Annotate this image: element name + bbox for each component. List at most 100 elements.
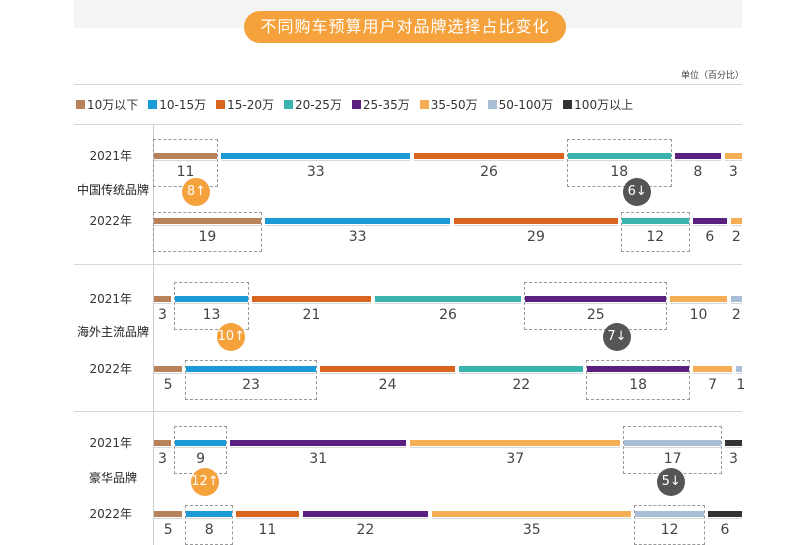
bar-segment: [693, 218, 727, 224]
bar-segment: [567, 153, 671, 159]
data-label: 1: [736, 377, 746, 393]
data-label: 13: [202, 307, 221, 323]
bar-segment: [230, 440, 407, 446]
data-label: 3: [729, 451, 738, 467]
bar-segment: [174, 296, 249, 302]
bar-segment: [302, 511, 429, 517]
data-label: 11: [176, 164, 195, 180]
data-label: 18: [629, 377, 648, 393]
bar-segment: [621, 218, 689, 224]
bar-segment: [154, 440, 172, 446]
highlight-box: [586, 360, 690, 400]
highlight-box: [524, 282, 668, 330]
bar-segment: [374, 296, 522, 302]
bar-baseline: [692, 373, 733, 374]
y-axis-line: [153, 124, 154, 545]
highlight-box: [185, 505, 234, 545]
legend-label: 15-20万: [227, 98, 275, 112]
legend-item: 100万以上: [563, 96, 633, 113]
highlight-box: [620, 212, 690, 252]
bar-baseline: [154, 303, 171, 304]
data-label: 3: [157, 307, 167, 323]
bar-baseline: [264, 225, 451, 226]
legend-swatch: [487, 100, 497, 109]
legend-item: 50-100万: [487, 96, 554, 113]
bar-segment: [692, 366, 733, 372]
data-label: 33: [306, 164, 325, 180]
bar-baseline: [186, 373, 316, 374]
data-label: 3: [728, 164, 738, 180]
bar-segment: [674, 153, 721, 159]
legend-swatch: [351, 100, 361, 109]
bar-baseline: [154, 447, 172, 448]
bar-baseline: [587, 373, 689, 374]
data-label: 3: [158, 451, 167, 467]
increase-badge: 8↑: [182, 177, 211, 206]
bar-baseline: [730, 303, 742, 304]
data-label: 37: [506, 451, 525, 467]
bar-segment: [670, 296, 727, 302]
bar-segment: [635, 511, 704, 517]
bar-baseline: [221, 160, 411, 161]
data-label: 2: [731, 229, 741, 245]
bar-baseline: [154, 225, 261, 226]
bar-baseline: [302, 518, 429, 519]
bar-baseline: [525, 303, 667, 304]
data-label: 21: [302, 307, 321, 323]
data-label: 10: [689, 307, 708, 323]
bar-baseline: [414, 160, 564, 161]
decrease-badge: 5↓: [657, 467, 686, 496]
bar-segment: [454, 218, 618, 224]
bar-baseline: [707, 518, 742, 519]
bar-baseline: [319, 373, 456, 374]
bar-segment: [186, 511, 233, 517]
legend-item: 15-20万: [216, 96, 274, 113]
year-label: 2021年: [89, 149, 132, 163]
bar-baseline: [621, 225, 689, 226]
data-label: 29: [527, 229, 545, 245]
bar-baseline: [635, 518, 704, 519]
bar-segment: [252, 296, 371, 302]
highlight-box: [566, 139, 672, 187]
data-label: 35: [522, 522, 541, 538]
bar-baseline: [674, 160, 721, 161]
divider-group-1: [74, 264, 742, 265]
year-label: 2022年: [89, 362, 132, 376]
legend-item: 25-35万: [351, 96, 410, 113]
bar-baseline: [730, 225, 742, 226]
legend: 10万以下 10-15万 15-20万 20-25万 25-35万 35-50万 50-10…: [76, 96, 643, 113]
data-label: 8: [693, 164, 703, 180]
bar-segment: [587, 366, 689, 372]
bar-baseline: [230, 447, 407, 448]
highlight-box: [623, 426, 722, 474]
bar-baseline: [154, 518, 183, 519]
bar-baseline: [624, 447, 721, 448]
bar-baseline: [410, 447, 621, 448]
highlight-box: [185, 360, 317, 400]
bar-baseline: [374, 303, 522, 304]
bar-baseline: [693, 225, 727, 226]
data-label: 8: [204, 522, 214, 538]
legend-item: 35-50万: [419, 96, 478, 113]
data-label: 12: [660, 522, 679, 538]
bar-segment: [154, 153, 218, 159]
data-label: 11: [258, 522, 277, 538]
bar-baseline: [154, 160, 218, 161]
legend-label: 25-35万: [362, 98, 410, 112]
legend-swatch: [419, 100, 429, 109]
bar-segment: [736, 366, 742, 372]
highlight-box: [174, 426, 228, 474]
divider-top: [74, 84, 742, 85]
legend-label: 50-100万: [498, 98, 554, 112]
highlight-box: [634, 505, 705, 545]
bar-segment: [264, 218, 451, 224]
bar-baseline: [236, 518, 299, 519]
bar-segment: [724, 153, 742, 159]
data-label: 24: [378, 377, 397, 393]
data-label: 12: [646, 229, 665, 245]
legend-label: 100万以上: [574, 98, 634, 112]
bar-segment: [707, 511, 742, 517]
bar-segment: [154, 296, 171, 302]
bar-baseline: [174, 303, 249, 304]
